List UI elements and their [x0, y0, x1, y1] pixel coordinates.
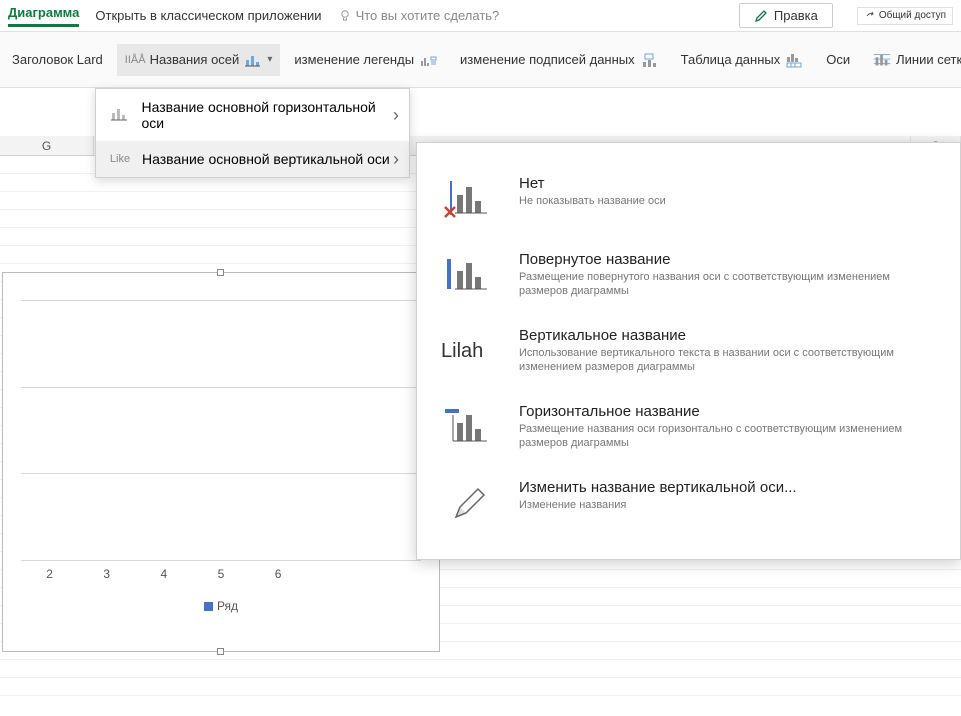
axis-titles-label: Названия осей [150, 52, 240, 67]
chart-title-label: Заголовок Lard [12, 52, 103, 67]
gridlines-button[interactable]: Линии сетки [864, 44, 961, 76]
legend-label: изменение легенды [294, 52, 414, 67]
vertical-title-icon: Lilah [441, 327, 499, 375]
tab-chart[interactable]: Диаграмма [8, 5, 79, 27]
axis-titles-button[interactable]: IIÅÅ Названия осей ▾ [117, 44, 281, 76]
chart-title-button[interactable]: Заголовок Lard [4, 46, 111, 73]
chart-x-labels: 23456 [21, 567, 421, 581]
legend-series-label: Ряд [217, 599, 238, 613]
chart-ribbon: Заголовок Lard IIÅÅ Названия осей ▾ изме… [0, 32, 961, 88]
horizontal-title-icon [441, 403, 499, 451]
vertical-axis-prefix: Like [108, 153, 132, 165]
tell-me-search[interactable]: Что вы хотите сделать? [338, 8, 500, 23]
chart-plot-area [21, 301, 421, 561]
search-placeholder: Что вы хотите сделать? [356, 8, 500, 23]
horizontal-title: Горизонтальное название [519, 403, 936, 420]
rotated-desc: Размещение повернутого названия оси с со… [519, 270, 936, 299]
legend-icon [418, 50, 438, 70]
axis-titles-prefix: IIÅÅ [125, 54, 146, 66]
axis-title-rotated-option[interactable]: Повернутое название Размещение повернуто… [417, 237, 960, 313]
chevron-down-icon: ▾ [267, 54, 272, 65]
lightbulb-icon [338, 9, 352, 23]
vertical-title: Вертикальное название [519, 327, 936, 344]
primary-horizontal-label: Название основной горизонтальной оси [142, 99, 397, 131]
share-icon [864, 10, 876, 22]
data-labels-label: изменение подписей данных [460, 52, 635, 67]
axes-label: Оси [826, 52, 850, 67]
axis-title-none-option[interactable]: Нет Не показывать название оси [417, 161, 960, 237]
horizontal-axis-icon [108, 105, 132, 125]
data-labels-button[interactable]: изменение подписей данных [452, 44, 667, 76]
vertical-axis-title-submenu: Нет Не показывать название оси Повернуто… [416, 142, 961, 560]
vertical-desc: Использование вертикального текста в наз… [519, 346, 936, 375]
axis-title-vertical-option[interactable]: Lilah Вертикальное название Использовани… [417, 313, 960, 389]
legend-swatch [204, 602, 213, 611]
rotated-title-icon [441, 251, 499, 299]
embedded-chart[interactable]: 23456 Ряд [2, 272, 440, 652]
primary-vertical-label: Название основной вертикальной оси [142, 151, 390, 167]
data-table-label: Таблица данных [681, 52, 781, 67]
axes-button[interactable]: Оси [818, 46, 858, 73]
axis-titles-dropdown: Название основной горизонтальной оси › L… [95, 88, 410, 178]
data-table-icon [784, 50, 804, 70]
gridlines-label: Линии сетки [896, 52, 961, 67]
chevron-right-icon: › [393, 105, 399, 126]
resize-handle-bottom[interactable] [217, 648, 224, 655]
chevron-right-icon: › [393, 149, 399, 170]
pencil-icon [754, 9, 768, 23]
none-title: Нет [519, 175, 936, 192]
edit-label: Правка [774, 8, 818, 23]
bar-chart-icon [243, 50, 263, 70]
gridlines-icon [872, 50, 892, 70]
data-table-button[interactable]: Таблица данных [673, 44, 813, 76]
share-label: Общий доступ [879, 10, 946, 21]
data-labels-icon [639, 50, 659, 70]
chart-bars [21, 301, 421, 561]
edit-title: Изменить название вертикальной оси... [519, 479, 936, 496]
resize-handle-top[interactable] [217, 269, 224, 276]
pencil-icon [441, 479, 499, 527]
rotated-title: Повернутое название [519, 251, 936, 268]
axis-title-horizontal-option[interactable]: Горизонтальное название Размещение назва… [417, 389, 960, 465]
share-button[interactable]: Общий доступ [857, 7, 953, 25]
edit-axis-title-option[interactable]: Изменить название вертикальной оси... Из… [417, 465, 960, 541]
open-in-desktop-link[interactable]: Открыть в классическом приложении [95, 8, 321, 23]
col-header-g[interactable]: G [0, 136, 94, 155]
chart-legend: Ряд [3, 599, 439, 613]
edit-desc: Изменение названия [519, 498, 936, 512]
primary-vertical-axis-title-item[interactable]: Like Название основной вертикальной оси … [96, 141, 409, 177]
none-icon [441, 175, 499, 223]
horizontal-desc: Размещение названия оси горизонтально с … [519, 422, 936, 451]
edit-button[interactable]: Правка [739, 3, 833, 28]
none-desc: Не показывать название оси [519, 194, 936, 208]
legend-button[interactable]: изменение легенды [286, 44, 446, 76]
primary-horizontal-axis-title-item[interactable]: Название основной горизонтальной оси › [96, 89, 409, 141]
top-bar: Диаграмма Открыть в классическом приложе… [0, 0, 961, 32]
